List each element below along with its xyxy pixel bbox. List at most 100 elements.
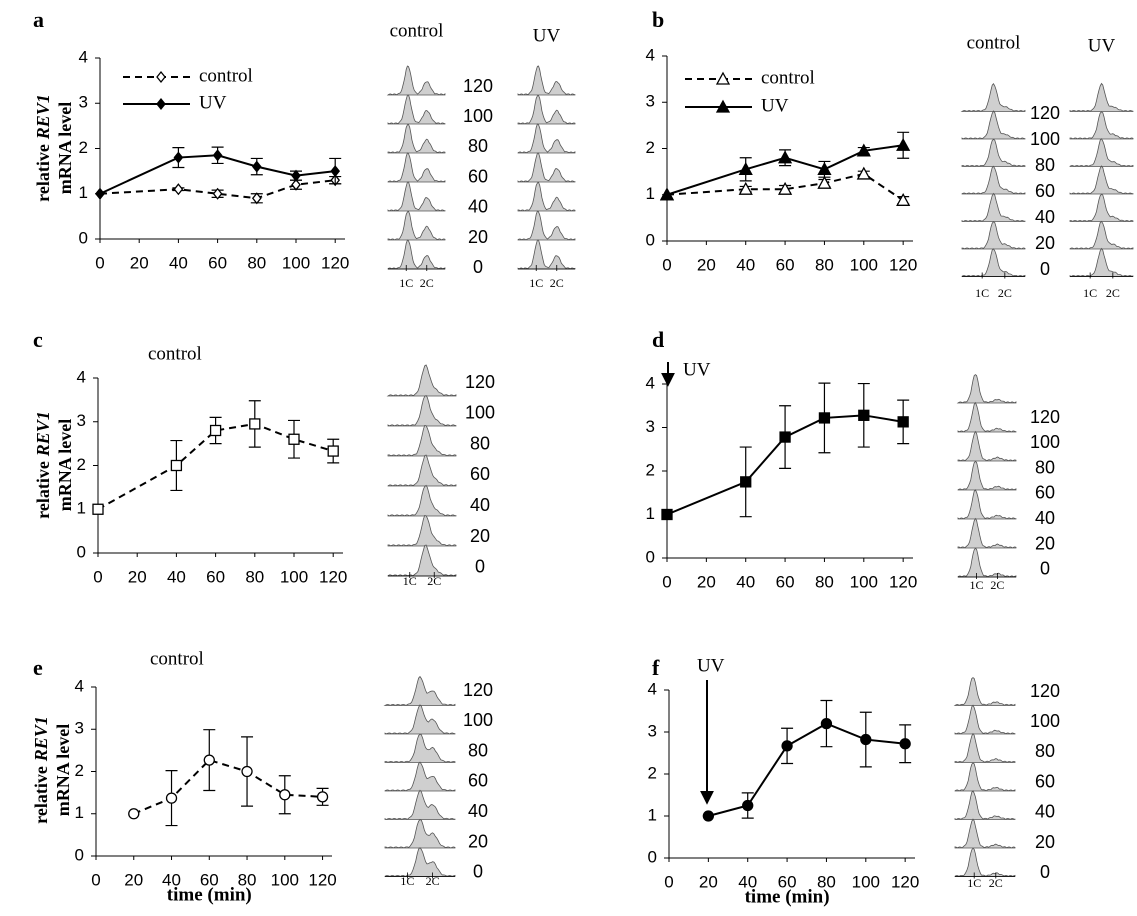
x-tick-label: 0 (93, 567, 102, 586)
data-point (715, 71, 731, 85)
x-tick-label: 100 (271, 870, 299, 889)
y-axis-label: mRNA level (55, 419, 75, 511)
facs-histogram (954, 732, 1016, 763)
facs-histogram (384, 733, 456, 763)
facs-column-title: control (967, 32, 1021, 53)
facs-histogram (1069, 138, 1134, 167)
y-tick-label: 1 (75, 803, 84, 822)
facs-histogram (954, 818, 1016, 849)
data-point (173, 151, 184, 164)
x-tick-label: 20 (697, 572, 716, 591)
data-point (251, 192, 262, 205)
facs-histogram (961, 221, 1026, 250)
facs-histogram (517, 210, 576, 241)
facs-histogram (961, 248, 1026, 277)
facs-time-label: 0 (475, 557, 485, 577)
facs-histogram (961, 165, 1026, 195)
x-tick-label: 40 (736, 572, 755, 591)
x-tick-label: 80 (817, 872, 836, 891)
data-point (817, 175, 832, 189)
facs-time-label: 20 (1035, 233, 1055, 253)
series-line (666, 144, 904, 196)
facs-time-label: 80 (468, 136, 488, 156)
y-tick-label: 1 (646, 504, 655, 523)
y-axis-label: relative REV1 (33, 411, 53, 519)
facs-column-title: control (390, 20, 444, 41)
facs-time-label: 60 (1035, 483, 1055, 503)
y-axis-label: relative REV1 (31, 716, 51, 824)
facs-time-label: 40 (468, 801, 488, 821)
facs-histogram (954, 847, 1016, 877)
x-tick-label: 20 (699, 872, 718, 891)
facs-histogram (957, 401, 1017, 433)
facs-histogram (1069, 247, 1134, 277)
ploidy-label: 1C (529, 276, 543, 290)
ploidy-label: 2C (426, 874, 440, 888)
facs-time-label: 120 (1030, 407, 1060, 427)
facs-histogram (517, 123, 576, 154)
x-tick-label: 120 (319, 567, 347, 586)
data-point (858, 409, 870, 421)
x-tick-label: 0 (662, 255, 671, 274)
x-tick-label: 60 (778, 872, 797, 891)
facs-histogram (960, 83, 1026, 112)
facs-histogram (387, 544, 457, 577)
y-tick-label: 2 (646, 138, 655, 157)
y-tick-label: 4 (79, 47, 88, 66)
facs-time-label: 120 (463, 680, 493, 700)
data-point (715, 99, 731, 113)
ploidy-label: 2C (989, 876, 1003, 890)
x-tick-label: 80 (247, 253, 266, 272)
x-tick-label: 40 (167, 567, 186, 586)
x-tick-label: 100 (280, 567, 308, 586)
facs-histogram (387, 515, 457, 547)
facs-histogram (387, 181, 446, 212)
y-tick-label: 0 (646, 547, 655, 566)
facs-time-label: 60 (1035, 181, 1055, 201)
facs-time-label: 100 (1030, 711, 1060, 731)
facs-time-label: 0 (1040, 862, 1050, 882)
facs-histogram (387, 484, 457, 517)
x-tick-label: 0 (664, 872, 673, 891)
annotation: UV (683, 359, 711, 380)
x-tick-label: 60 (200, 870, 219, 889)
facs-time-label: 40 (1035, 802, 1055, 822)
y-tick-label: 1 (79, 183, 88, 202)
y-tick-label: 3 (646, 417, 655, 436)
x-tick-label: 80 (815, 255, 834, 274)
x-tick-label: 40 (736, 255, 755, 274)
series-line (666, 172, 904, 202)
facs-histogram (384, 818, 456, 849)
facs-time-label: 20 (1035, 832, 1055, 852)
facs-histogram (387, 454, 457, 487)
data-point (327, 445, 339, 457)
data-point (330, 165, 341, 178)
x-tick-label: 0 (95, 253, 104, 272)
y-axis-label-gene: REV1 (33, 94, 53, 140)
ploidy-label: 2C (1106, 286, 1120, 300)
data-point (856, 143, 871, 157)
facs-histogram (956, 374, 1017, 404)
y-tick-label: 1 (646, 184, 655, 203)
data-point (209, 424, 222, 437)
ploidy-label: 1C (1083, 286, 1097, 300)
data-point (777, 150, 793, 164)
x-tick-label: 100 (850, 255, 878, 274)
ploidy-label: 1C (967, 876, 981, 890)
facs-time-label: 80 (468, 740, 488, 760)
data-point (291, 178, 301, 191)
y-tick-label: 0 (75, 845, 84, 864)
data-point (897, 416, 909, 428)
facs-time-label: 80 (1035, 155, 1055, 175)
data-point (899, 738, 911, 750)
y-tick-label: 2 (648, 763, 657, 782)
facs-histogram (384, 761, 456, 792)
facs-histogram (386, 364, 457, 397)
data-point (779, 431, 791, 443)
series-line (99, 179, 336, 200)
data-point (659, 187, 675, 201)
facs-time-label: 40 (1035, 508, 1055, 528)
data-point (251, 160, 262, 173)
